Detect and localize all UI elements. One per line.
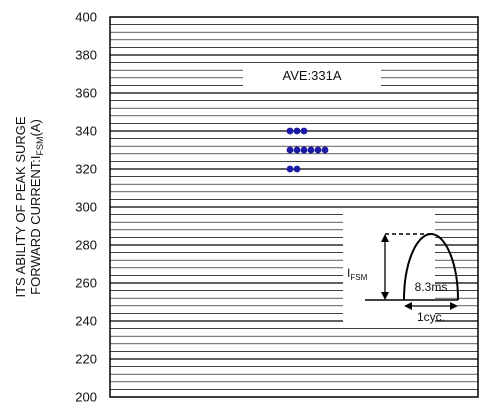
y-tick-label: 380 [75,48,97,63]
average-annotation: AVE:331A [282,68,341,83]
plot-area-frame [109,16,479,398]
y-tick-label: 320 [75,162,97,177]
inset-cycle-arrow-left [404,302,412,310]
inset-ifsm-label-main: I [347,266,350,280]
y-axis-title-line1: ITS ABILITY OF PEAK SURGE [13,116,28,297]
data-points [286,127,329,173]
data-point [307,146,315,154]
y-axis-title-line2-subscript: FSM [35,136,45,155]
y-axis-title: ITS ABILITY OF PEAK SURGE FORWARD CURREN… [13,116,45,297]
data-point [286,127,294,135]
y-tick-label: 200 [75,390,97,405]
data-point [321,146,329,154]
y-tick-label: 280 [75,238,97,253]
data-point [300,127,308,135]
y-tick-label: 220 [75,352,97,367]
inset-cycle-arrow-right [450,302,458,310]
data-point [286,146,294,154]
inset-cycle-label: 1cyc. [417,310,445,324]
y-tick-label: 400 [75,10,97,25]
y-axis-ticks: 200 220 240 260 280 300 320 340 360 380 400 [75,10,97,405]
inset-duration-label: 8.3ms [415,280,448,294]
y-tick-label: 360 [75,86,97,101]
y-tick-label: 300 [75,200,97,215]
data-point [293,146,301,154]
data-point [300,146,308,154]
y-axis-title-line2: FORWARD CURRENT:IFSM(A) [28,119,45,295]
inset-background [343,212,435,324]
y-axis-title-line2-main: FORWARD CURRENT:I [28,155,43,294]
inset-ifsm-arrow-up [381,234,389,242]
data-point [293,127,301,135]
inset-ifsm-arrow-down [381,292,389,300]
data-point [286,165,294,173]
inset-ifsm-label: IFSM [347,266,368,282]
y-tick-label: 340 [75,124,97,139]
surge-waveform-inset: IFSM 8.3ms 1cyc. [343,212,459,324]
average-annotation-box [243,63,381,87]
data-point [293,165,301,173]
y-axis-title-line2-unit: (A) [28,119,43,136]
data-point [314,146,322,154]
y-tick-label: 240 [75,314,97,329]
inset-ifsm-label-subscript: FSM [350,273,367,282]
y-tick-label: 260 [75,276,97,291]
